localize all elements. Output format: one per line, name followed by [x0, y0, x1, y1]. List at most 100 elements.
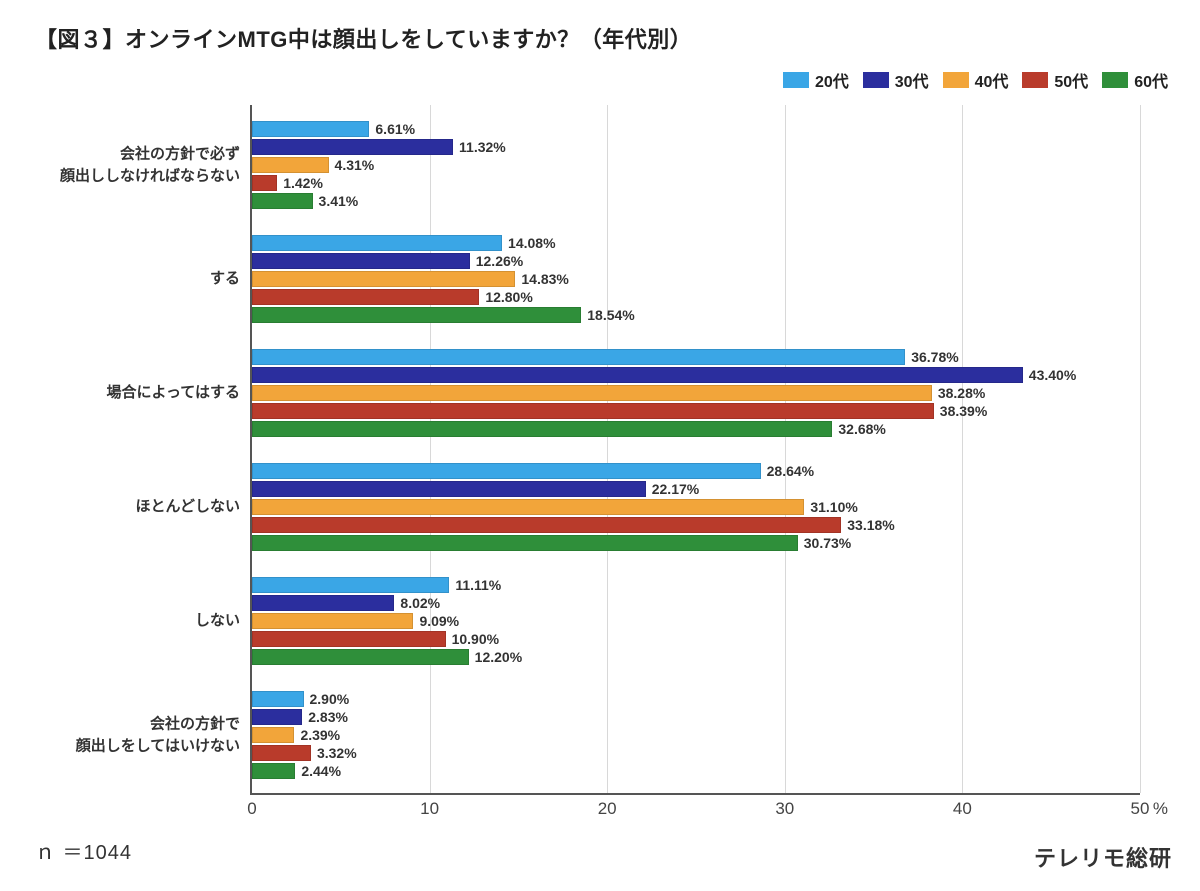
bar: [252, 421, 832, 437]
bar-row: 31.10%: [252, 499, 804, 515]
category-label: ほとんどしない: [22, 496, 252, 518]
bar-value-label: 36.78%: [911, 349, 958, 365]
bar: [252, 367, 1023, 383]
sample-size: ｎ ＝1044: [35, 836, 132, 865]
bar-value-label: 28.64%: [767, 463, 814, 479]
bar-value-label: 30.73%: [804, 535, 851, 551]
bar-value-label: 10.90%: [452, 631, 499, 647]
bar: [252, 631, 446, 647]
bar-value-label: 1.42%: [283, 175, 323, 191]
bar: [252, 691, 304, 707]
bar-row: 12.20%: [252, 649, 469, 665]
bar-row: 2.83%: [252, 709, 302, 725]
bar-value-label: 31.10%: [810, 499, 857, 515]
x-tick-label: 10: [420, 799, 439, 819]
bar-value-label: 18.54%: [587, 307, 634, 323]
bar-value-label: 38.28%: [938, 385, 985, 401]
bar-row: 1.42%: [252, 175, 277, 191]
category-label: 会社の方針で顔出しをしてはいけない: [22, 713, 252, 757]
bar: [252, 235, 502, 251]
category-group: 場合によってはする36.78%43.40%38.28%38.39%32.68%: [252, 349, 1140, 437]
bar: [252, 175, 277, 191]
legend-item: 30代: [863, 68, 929, 92]
bar-value-label: 8.02%: [400, 595, 440, 611]
bar-value-label: 33.18%: [847, 517, 894, 533]
bar-row: 30.73%: [252, 535, 798, 551]
bar: [252, 385, 932, 401]
legend-item: 50代: [1022, 68, 1088, 92]
bar-value-label: 2.90%: [310, 691, 350, 707]
bar-row: 6.61%: [252, 121, 369, 137]
bar: [252, 253, 470, 269]
bar: [252, 271, 515, 287]
bar-row: 2.39%: [252, 727, 294, 743]
bar-row: 43.40%: [252, 367, 1023, 383]
bar-value-label: 22.17%: [652, 481, 699, 497]
bar-value-label: 11.32%: [459, 139, 506, 155]
bar-row: 36.78%: [252, 349, 905, 365]
bar: [252, 307, 581, 323]
bar-row: 32.68%: [252, 421, 832, 437]
legend-label: 50代: [1054, 68, 1088, 92]
bar: [252, 403, 934, 419]
bar: [252, 193, 313, 209]
bar-row: 33.18%: [252, 517, 841, 533]
chart-title: 【図３】オンラインMTG中は顔出しをしていますか？（年代別）: [35, 22, 692, 54]
category-label: しない: [22, 610, 252, 632]
bar: [252, 463, 761, 479]
bar-row: 14.83%: [252, 271, 515, 287]
legend-item: 40代: [943, 68, 1009, 92]
bar-row: 3.41%: [252, 193, 313, 209]
bar-value-label: 32.68%: [838, 421, 885, 437]
bar-value-label: 14.08%: [508, 235, 555, 251]
bar: [252, 349, 905, 365]
x-tick-label: 30: [775, 799, 794, 819]
bar-value-label: 11.11%: [455, 577, 501, 593]
bar: [252, 577, 449, 593]
legend-item: 20代: [783, 68, 849, 92]
bar: [252, 121, 369, 137]
bar-row: 18.54%: [252, 307, 581, 323]
bar-row: 8.02%: [252, 595, 394, 611]
category-group: ほとんどしない28.64%22.17%31.10%33.18%30.73%: [252, 463, 1140, 551]
bar-row: 9.09%: [252, 613, 413, 629]
legend-item: 60代: [1102, 68, 1168, 92]
bar-row: 22.17%: [252, 481, 646, 497]
x-tick-label: 0: [247, 799, 256, 819]
bar-row: 12.80%: [252, 289, 479, 305]
bar-value-label: 2.83%: [308, 709, 348, 725]
bar-row: 11.32%: [252, 139, 453, 155]
bar-row: 3.32%: [252, 745, 311, 761]
category-group: する14.08%12.26%14.83%12.80%18.54%: [252, 235, 1140, 323]
plot-area: 01020304050%会社の方針で必ず顔出ししなければならない6.61%11.…: [250, 105, 1140, 795]
bar-row: 4.31%: [252, 157, 329, 173]
bar-value-label: 12.20%: [475, 649, 522, 665]
bar: [252, 535, 798, 551]
bar-row: 28.64%: [252, 463, 761, 479]
legend-label: 30代: [895, 68, 929, 92]
legend-swatch: [1102, 72, 1128, 88]
legend-swatch: [1022, 72, 1048, 88]
bar-row: 38.39%: [252, 403, 934, 419]
legend-label: 20代: [815, 68, 849, 92]
category-group: 会社の方針で顔出しをしてはいけない2.90%2.83%2.39%3.32%2.4…: [252, 691, 1140, 779]
bar-value-label: 14.83%: [521, 271, 568, 287]
bar-row: 2.44%: [252, 763, 295, 779]
bar-value-label: 3.32%: [317, 745, 357, 761]
bar: [252, 727, 294, 743]
bar-row: 11.11%: [252, 577, 449, 593]
legend: 20代 30代 40代 50代 60代: [783, 68, 1168, 92]
bar-row: 2.90%: [252, 691, 304, 707]
bar-value-label: 3.41%: [319, 193, 359, 209]
legend-label: 40代: [975, 68, 1009, 92]
bar: [252, 763, 295, 779]
bar: [252, 481, 646, 497]
x-tick-label: 50: [1131, 799, 1150, 819]
bar: [252, 139, 453, 155]
bar: [252, 613, 413, 629]
bar: [252, 289, 479, 305]
category-label: 場合によってはする: [22, 382, 252, 404]
bar-row: 12.26%: [252, 253, 470, 269]
legend-label: 60代: [1134, 68, 1168, 92]
category-group: 会社の方針で必ず顔出ししなければならない6.61%11.32%4.31%1.42…: [252, 121, 1140, 209]
